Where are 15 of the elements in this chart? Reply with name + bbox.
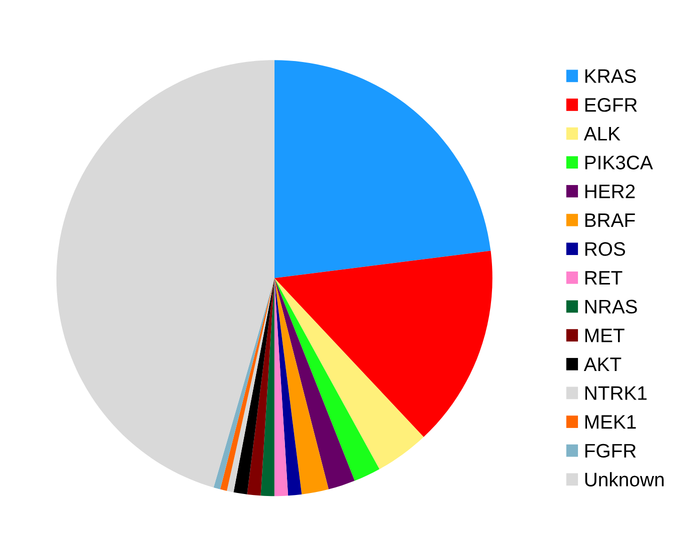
legend-label: AKT (584, 358, 622, 371)
legend-label: BRAF (585, 214, 635, 227)
legend-label: PIK3CA (585, 156, 653, 170)
legend-label: ROS (585, 242, 626, 256)
legend-label: MET (585, 328, 624, 342)
legend-label: KRAS (585, 69, 636, 83)
legend-label: MEK1 (585, 415, 636, 429)
legend-label: Unknown (585, 472, 664, 486)
legend-label: EGFR (585, 98, 637, 112)
legend-label: RET (585, 271, 622, 285)
legend-label: NRAS (585, 300, 637, 314)
legend-label: HER2 (585, 184, 635, 198)
legend-label: FGFR (585, 444, 636, 458)
legend-label: NTRK1 (585, 386, 647, 400)
legend-label: ALK (584, 127, 620, 140)
